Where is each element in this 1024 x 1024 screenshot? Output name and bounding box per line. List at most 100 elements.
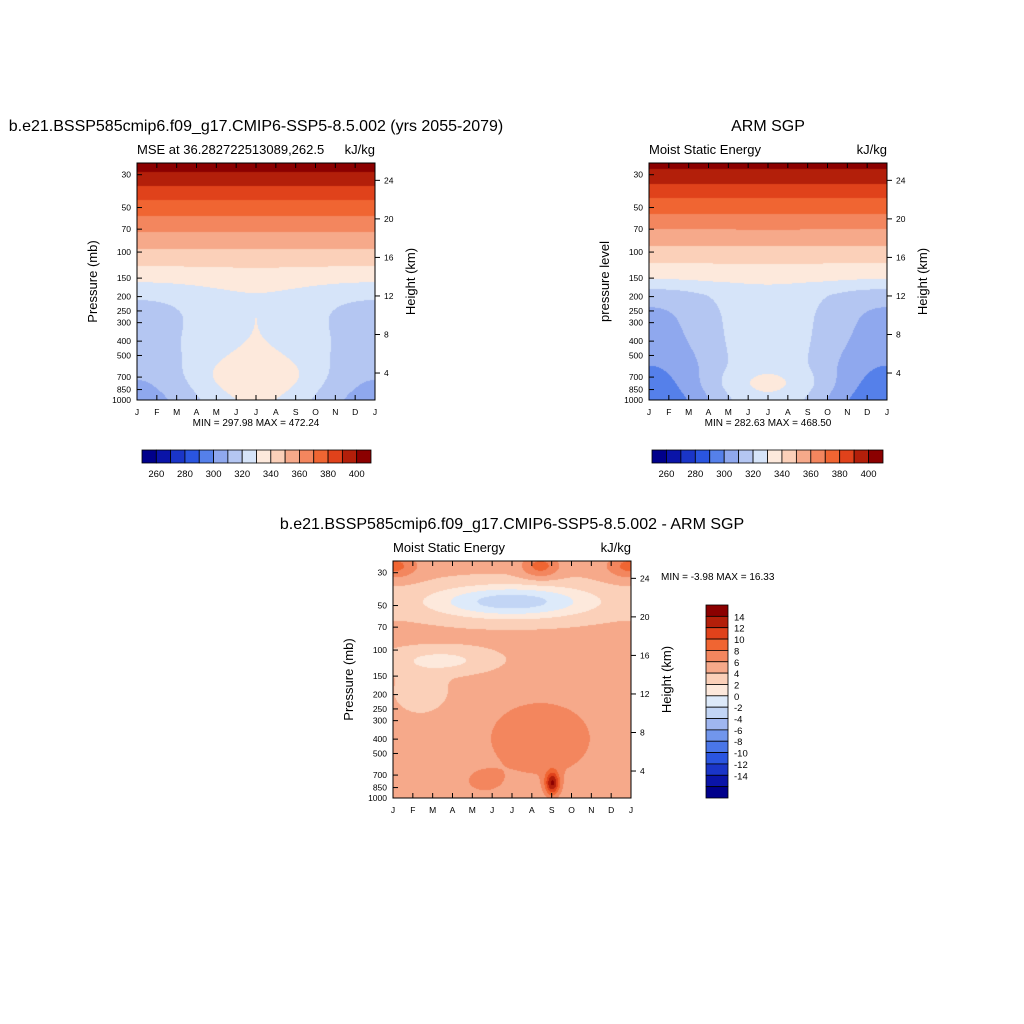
colorbar-swatch: [198, 449, 214, 464]
y-tick-label: 30: [122, 170, 132, 180]
colorbar-label: 2: [734, 680, 739, 691]
y-tick-label: 300: [629, 318, 643, 328]
y2-tick-label: 4: [896, 368, 901, 378]
colorbar-label: -14: [734, 771, 748, 782]
left-string: MSE at 36.282722513089,262.5: [137, 142, 324, 157]
y-tick-label: 500: [629, 350, 643, 360]
colorbar-label: 280: [687, 469, 703, 480]
colorbar-label: 380: [320, 469, 336, 480]
colorbar-label: 12: [734, 624, 745, 635]
left-string: Moist Static Energy: [649, 142, 761, 157]
colorbar-swatch: [705, 684, 729, 697]
x-tick-label: J: [234, 407, 238, 417]
x-tick-label: A: [706, 407, 712, 417]
contour-fill: [137, 163, 375, 400]
colorbar-label: 6: [734, 658, 739, 669]
colorbar-swatch: [141, 449, 157, 464]
colorbar-swatch: [327, 449, 343, 464]
y2-tick-label: 16: [896, 252, 906, 262]
y2-tick-label: 8: [896, 329, 901, 339]
x-tick-label: S: [805, 407, 811, 417]
colorbar-swatch: [810, 449, 826, 464]
colorbar-swatch: [341, 449, 358, 464]
colorbar-swatch: [256, 449, 272, 464]
y-tick-label: 70: [634, 224, 644, 234]
y-tick-label: 1000: [624, 395, 643, 405]
colorbar-swatch: [705, 604, 729, 617]
x-tick-label: M: [173, 407, 180, 417]
x-tick-label: M: [725, 407, 732, 417]
y-tick-label: 700: [629, 372, 643, 382]
y-tick-label: 50: [378, 601, 388, 611]
y-tick-label: 1000: [112, 395, 131, 405]
y-tick-label: 200: [373, 690, 387, 700]
y2-tick-label: 20: [640, 612, 650, 622]
colorbar-label: 8: [734, 646, 739, 657]
colorbar-swatch: [839, 449, 855, 464]
x-tick-label: S: [293, 407, 299, 417]
y2-tick-label: 8: [384, 329, 389, 339]
colorbar-label: -8: [734, 737, 742, 748]
colorbar-swatch: [705, 695, 729, 708]
y-tick-label: 70: [378, 622, 388, 632]
y-tick-label: 300: [117, 318, 131, 328]
x-tick-label: A: [194, 407, 200, 417]
y-tick-label: 850: [117, 385, 131, 395]
contour-fill: [649, 163, 887, 400]
y2-tick-label: 4: [640, 766, 645, 776]
y-tick-label: 150: [629, 273, 643, 283]
colorbar-swatch: [284, 449, 300, 464]
x-tick-label: J: [135, 407, 139, 417]
x-tick-label: N: [844, 407, 850, 417]
colorbar-swatch: [227, 449, 243, 464]
y2-axis-label: Height (km): [403, 248, 418, 315]
colorbar-swatch: [781, 449, 797, 464]
colorbar-swatch: [270, 449, 286, 464]
y2-tick-label: 24: [384, 175, 394, 185]
x-tick-label: J: [254, 407, 258, 417]
colorbar-swatch: [824, 449, 841, 464]
y2-tick-label: 20: [384, 214, 394, 224]
x-tick-label: D: [608, 805, 614, 815]
y-tick-label: 200: [629, 292, 643, 302]
colorbar-swatch: [738, 449, 754, 464]
y-tick-label: 250: [373, 704, 387, 714]
y2-tick-label: 24: [896, 175, 906, 185]
x-tick-label: A: [273, 407, 279, 417]
y-axis-label: Pressure (mb): [85, 240, 100, 322]
y2-tick-label: 12: [896, 291, 906, 301]
y-tick-label: 150: [373, 671, 387, 681]
x-tick-label: O: [568, 805, 575, 815]
x-tick-label: J: [391, 805, 395, 815]
colorbar-label: 400: [861, 469, 877, 480]
y-tick-label: 850: [373, 783, 387, 793]
y-tick-label: 250: [117, 306, 131, 316]
x-tick-label: D: [864, 407, 870, 417]
y-tick-label: 50: [122, 203, 132, 213]
y-tick-label: 70: [122, 224, 132, 234]
colorbar-label: 340: [774, 469, 790, 480]
colorbar-swatch: [666, 449, 682, 464]
colorbar-label: 360: [803, 469, 819, 480]
stats-label: MIN = 297.98 MAX = 472.24: [193, 418, 320, 429]
colorbar-swatch: [795, 449, 812, 464]
y2-tick-label: 12: [384, 291, 394, 301]
colorbar-swatch: [767, 449, 783, 464]
colorbar-swatch: [155, 449, 172, 464]
x-tick-label: D: [352, 407, 358, 417]
x-tick-label: S: [549, 805, 555, 815]
x-tick-label: J: [510, 805, 514, 815]
colorbar-swatch: [705, 774, 729, 788]
y-tick-label: 1000: [368, 793, 387, 803]
y-tick-label: 500: [117, 350, 131, 360]
colorbar-label: 10: [734, 635, 745, 646]
x-tick-label: M: [469, 805, 476, 815]
panel-title: ARM SGP: [731, 118, 805, 135]
colorbar-label: 320: [745, 469, 761, 480]
colorbar-swatch: [752, 449, 768, 464]
x-tick-label: J: [746, 407, 750, 417]
y-tick-label: 700: [373, 770, 387, 780]
colorbar-label: 400: [349, 469, 365, 480]
colorbar-swatch: [356, 449, 372, 464]
